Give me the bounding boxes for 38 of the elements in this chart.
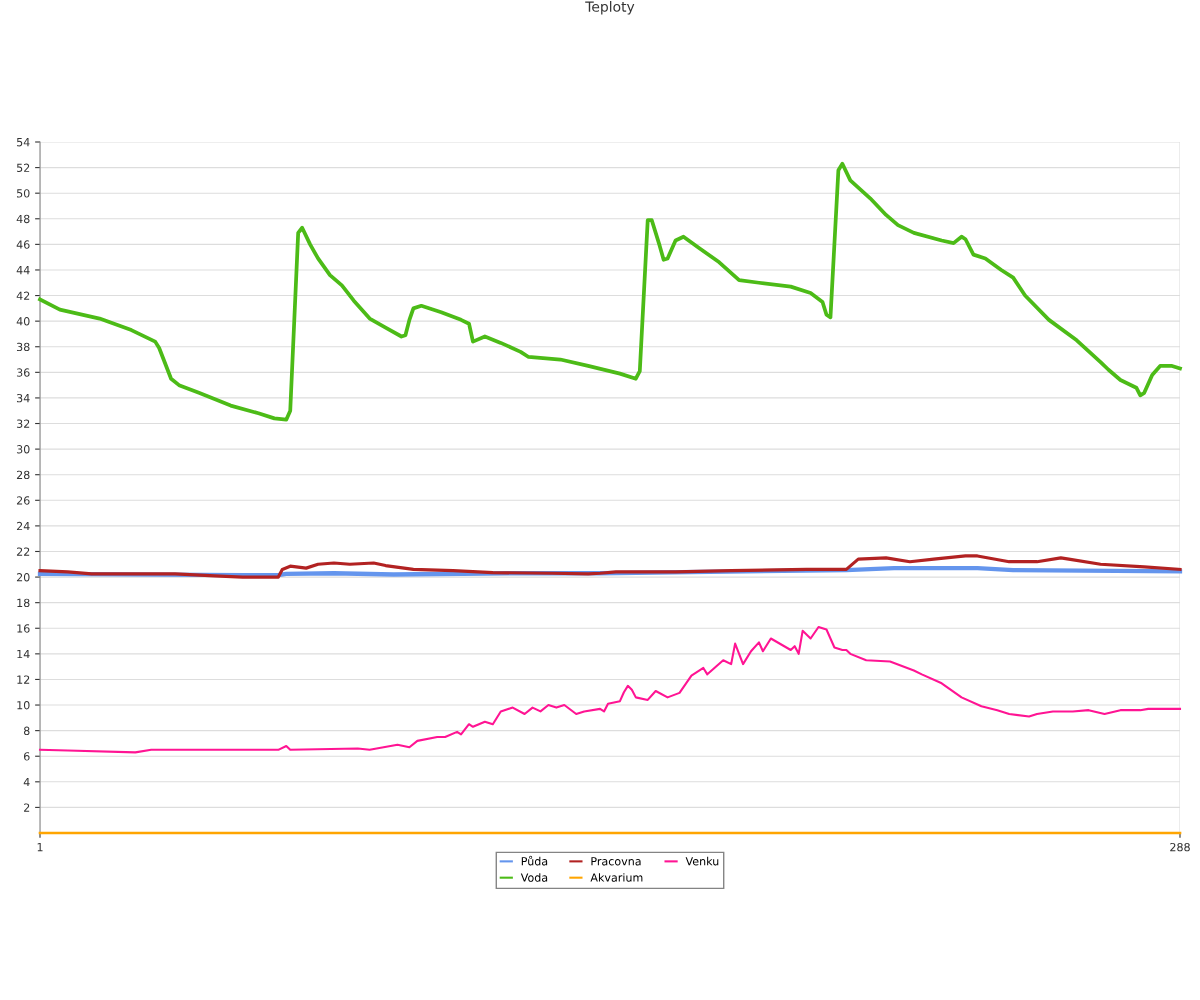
y-tick-label: 38 xyxy=(16,342,30,352)
legend-label: Voda xyxy=(520,873,548,882)
y-tick-label: 20 xyxy=(16,573,30,582)
y-tick-label: 16 xyxy=(17,624,30,633)
y-tick-label: 54 xyxy=(17,138,30,147)
y-tick-label: 26 xyxy=(16,496,30,505)
y-tick-label: 40 xyxy=(16,317,30,326)
legend-label: Venku xyxy=(685,856,719,866)
y-tick-label: 48 xyxy=(16,214,30,224)
x-tick-label: 1 xyxy=(37,843,43,852)
y-tick-label: 14 xyxy=(17,649,30,659)
y-tick-label: 10 xyxy=(17,701,30,710)
y-tick-label: 24 xyxy=(16,521,30,531)
y-tick-label: 4 xyxy=(23,777,30,787)
legend-label: Akvarium xyxy=(590,873,643,882)
line-series xyxy=(38,161,1182,422)
legend-label: Půda xyxy=(521,855,548,866)
y-tick-label: 44 xyxy=(16,266,30,275)
line-series xyxy=(38,625,1182,754)
legend-label: Pracovna xyxy=(591,857,641,866)
line-series xyxy=(38,554,1182,579)
y-tick-label: 18 xyxy=(17,598,30,608)
chart-title: Teploty xyxy=(585,1,635,15)
y-tick-label: 28 xyxy=(16,470,30,480)
x-tick-label: 288 xyxy=(1170,842,1190,852)
y-tick-label: 34 xyxy=(16,393,30,403)
y-tick-label: 30 xyxy=(16,445,30,454)
y-tick-label: 22 xyxy=(16,547,30,556)
y-tick-label: 46 xyxy=(16,240,30,249)
y-tick-label: 50 xyxy=(17,189,30,198)
y-tick-label: 32 xyxy=(16,419,30,428)
y-tick-label: 2 xyxy=(24,803,30,812)
y-tick-label: 6 xyxy=(23,752,30,761)
y-tick-label: 12 xyxy=(17,675,30,684)
y-tick-label: 52 xyxy=(17,163,30,172)
y-tick-label: 8 xyxy=(23,726,30,736)
y-tick-label: 42 xyxy=(16,291,30,300)
y-tick-label: 36 xyxy=(16,368,30,377)
